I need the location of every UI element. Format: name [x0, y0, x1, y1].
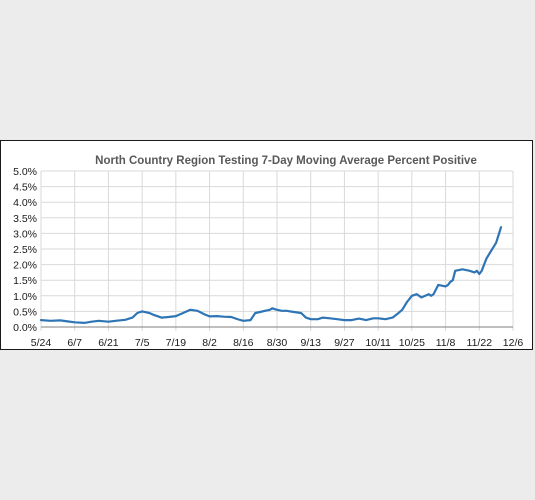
y-tick-label: 4.0%: [13, 197, 37, 209]
y-tick-label: 0.0%: [13, 322, 37, 334]
y-axis-ticks: 0.0% 0.5% 1.0% 1.5% 2.0% 2.5% 3.0% 3.5% 4.0% 4.5%…: [13, 166, 37, 334]
x-tick-label: 6/7: [67, 337, 82, 349]
y-tick-label: 1.0%: [13, 291, 37, 303]
x-tick-label: 7/19: [166, 337, 187, 349]
y-tick-label: 3.0%: [13, 228, 37, 240]
series-line-percent-positive: [39, 226, 503, 324]
x-tick-label: 9/13: [300, 337, 321, 349]
x-tick-label: 10/25: [399, 337, 425, 349]
y-tick-label: 5.0%: [13, 166, 37, 178]
chart-panel: North Country Region Testing 7-Day Movin…: [0, 140, 533, 350]
y-tick-label: 0.5%: [13, 306, 37, 318]
x-tick-label: 5/24: [31, 337, 52, 349]
x-tick-label: 12/6: [503, 337, 524, 349]
gridlines: [40, 170, 514, 331]
y-tick-label: 2.0%: [13, 260, 37, 272]
y-tick-label: 2.5%: [13, 244, 37, 256]
x-tick-label: 8/30: [267, 337, 288, 349]
x-tick-label: 11/22: [467, 337, 493, 349]
x-tick-label: 9/27: [334, 337, 355, 349]
x-tick-label: 10/11: [365, 337, 391, 349]
x-tick-label: 11/8: [436, 337, 456, 349]
x-tick-label: 7/5: [135, 337, 150, 349]
line-chart: North Country Region Testing 7-Day Movin…: [13, 155, 524, 349]
y-tick-label: 3.5%: [13, 213, 37, 225]
y-tick-label: 4.5%: [13, 182, 37, 194]
chart-title: North Country Region Testing 7-Day Movin…: [95, 155, 477, 167]
x-tick-label: 6/21: [98, 337, 119, 349]
x-tick-label: 8/2: [202, 337, 217, 349]
x-axis-ticks: 5/24 6/7 6/21 7/5 7/19 8/2 8/16 8/30 9/13 9/27 10/…: [31, 337, 524, 349]
x-tick-label: 8/16: [233, 337, 254, 349]
y-tick-label: 1.5%: [13, 275, 37, 287]
